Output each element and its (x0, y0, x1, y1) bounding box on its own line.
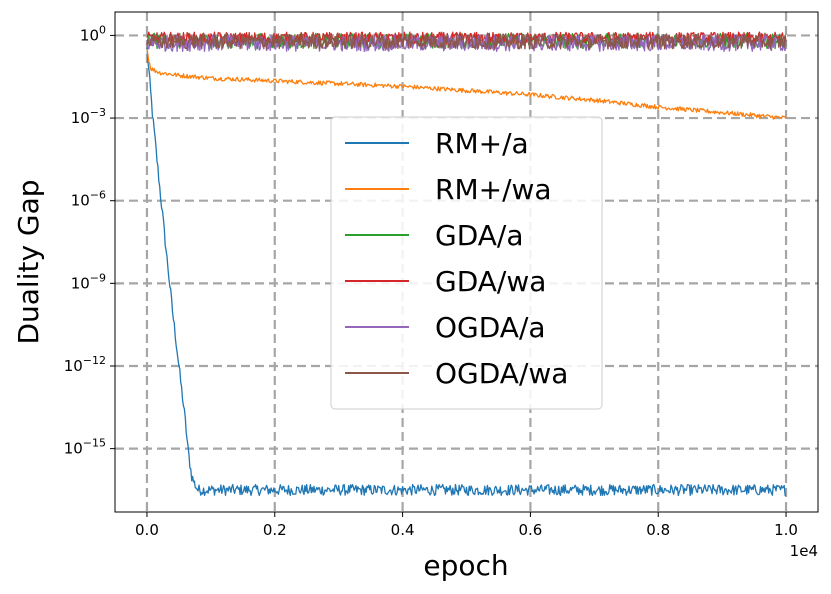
y-tick-label: 100 (80, 23, 106, 44)
y-tick-label: 10−9 (71, 271, 106, 292)
x-tick-label: 0.6 (518, 521, 542, 539)
legend: RM+/a RM+/wa GDA/a GDA/wa OGDA/a OGDA/wa (330, 116, 603, 410)
x-tick-label: 0.8 (646, 521, 670, 539)
y-tick-label: 10−15 (64, 437, 106, 458)
series-line-ogda-wa (146, 33, 787, 50)
series-lines (146, 31, 787, 497)
x-tick-label: 1.0 (774, 521, 798, 539)
legend-label: GDA/a (435, 219, 524, 252)
x-tick-label: 0.0 (135, 521, 159, 539)
y-tick-label: 10−6 (71, 189, 106, 210)
x-tick-label: 0.2 (263, 521, 287, 539)
series-line-rm-wa (146, 49, 787, 120)
plot-frame (114, 11, 819, 513)
y-tick-label: 10−3 (71, 106, 106, 127)
legend-label: OGDA/wa (435, 357, 568, 390)
y-axis-ticks: 100 10−3 10−6 10−9 10−12 10−15 (64, 23, 115, 458)
legend-label: OGDA/a (435, 311, 546, 344)
x-axis-ticks: 0.0 0.2 0.4 0.6 0.8 1.0 (135, 512, 798, 539)
legend-label: RM+/a (435, 127, 529, 160)
x-tick-label: 0.4 (391, 521, 415, 539)
series-line-rm-a (146, 47, 787, 497)
y-axis-label: Duality Gap (12, 179, 45, 344)
legend-label: RM+/wa (435, 173, 552, 206)
x-axis-offset-label: 1e4 (790, 542, 818, 560)
x-axis-label: epoch (423, 549, 508, 582)
y-tick-label: 10−12 (64, 354, 106, 375)
legend-label: GDA/wa (435, 265, 546, 298)
